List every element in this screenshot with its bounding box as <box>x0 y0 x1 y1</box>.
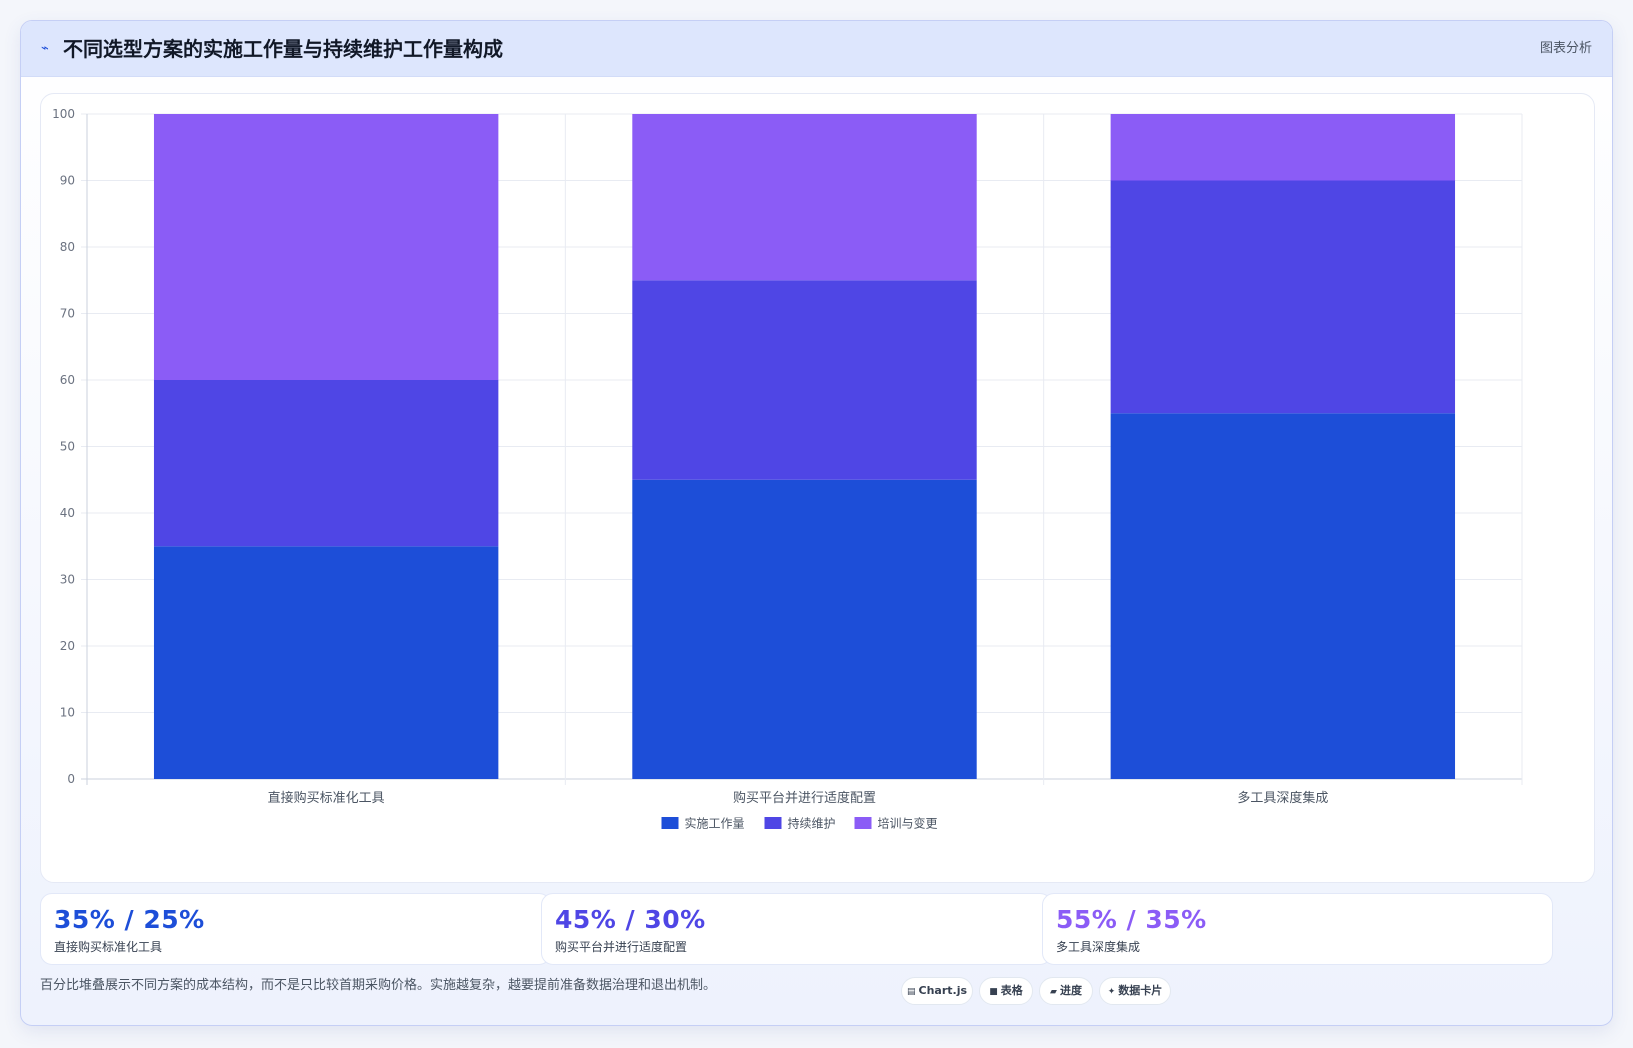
legend-label: 持续维护 <box>788 816 836 831</box>
stat-label: 多工具深度集成 <box>1056 940 1141 954</box>
bar-segment <box>153 380 499 547</box>
y-tick-label: 90 <box>60 174 75 188</box>
stat-card-3: 55% / 35% 多工具深度集成 <box>1042 893 1553 965</box>
y-tick-label: 0 <box>67 772 75 786</box>
stat-value: 45% / 30% <box>555 905 706 934</box>
chip-table[interactable]: ■ 表格 <box>979 977 1033 1005</box>
panel-header: ⌁ 不同选型方案的实施工作量与持续维护工作量构成 图表分析 <box>21 21 1612 77</box>
x-category-label: 多工具深度集成 <box>1237 790 1328 806</box>
bar-segment <box>632 114 977 281</box>
stat-card-2: 45% / 30% 购买平台并进行适度配置 <box>541 893 1052 965</box>
table-icon: ■ <box>989 987 998 997</box>
bar-segment <box>1110 114 1456 181</box>
legend-label: 实施工作量 <box>685 816 745 831</box>
legend-swatch <box>854 817 872 829</box>
chip-label: 进度 <box>1059 984 1082 997</box>
y-tick-label: 50 <box>60 440 75 454</box>
y-tick-label: 10 <box>60 706 75 720</box>
bar-segment <box>632 280 977 480</box>
chart-card: 0 10 20 30 40 50 60 70 80 90 100 直接购买标准化工具 购买平台并进行适度… <box>40 93 1595 883</box>
stat-value: 55% / 35% <box>1056 905 1207 934</box>
legend-swatch <box>764 817 782 829</box>
y-tick-label: 30 <box>60 573 75 587</box>
legend-label: 培训与变更 <box>878 816 938 831</box>
chip-label: 表格 <box>1000 984 1023 997</box>
bar-segment <box>1110 413 1456 779</box>
stat-value: 35% / 25% <box>54 905 205 934</box>
y-tick-label: 70 <box>60 307 75 321</box>
y-tick-label: 80 <box>60 240 75 254</box>
stacked-bar-chart: 0 10 20 30 40 50 60 70 80 90 100 直接购买标准化工具 购买平台并进行适度… <box>52 107 1523 831</box>
legend-swatch <box>661 817 679 829</box>
y-tick-label: 100 <box>52 107 75 121</box>
chip-label: 数据卡片 <box>1118 984 1163 997</box>
chart-icon: ▤ <box>906 987 916 997</box>
panel-tag: 图表分析 <box>1539 41 1592 56</box>
y-tick-label: 60 <box>60 373 75 387</box>
y-tick-label: 20 <box>60 639 75 653</box>
progress-icon: ▰ <box>1050 987 1057 997</box>
bar-segment <box>632 479 977 779</box>
x-category-label: 购买平台并进行适度配置 <box>733 790 876 806</box>
sparkle-icon: ✦ <box>1107 987 1116 997</box>
chip-chartjs[interactable]: ▤ Chart.js <box>901 977 973 1005</box>
bar-segment <box>153 114 499 380</box>
chip-label: Chart.js <box>918 984 968 997</box>
chart-panel: ⌁ 不同选型方案的实施工作量与持续维护工作量构成 图表分析 0 10 20 30 40 5… <box>20 20 1613 1026</box>
chip-data-card[interactable]: ✦ 数据卡片 <box>1099 977 1171 1005</box>
bar-segment <box>1110 180 1456 414</box>
x-category-label: 直接购买标准化工具 <box>268 790 385 806</box>
stat-card-1: 35% / 25% 直接购买标准化工具 <box>40 893 551 965</box>
bar-segment <box>153 546 499 779</box>
panel-title: 不同选型方案的实施工作量与持续维护工作量构成 <box>63 37 503 61</box>
stat-label: 直接购买标准化工具 <box>54 940 163 954</box>
stat-label: 购买平台并进行适度配置 <box>555 940 688 954</box>
chip-progress[interactable]: ▰ 进度 <box>1039 977 1093 1005</box>
trend-line-icon: ⌁ <box>41 41 49 56</box>
chart-footnote: 百分比堆叠展示不同方案的成本结构，而不是只比较首期采购价格。实施越复杂，越要提前… <box>40 978 717 993</box>
y-tick-label: 40 <box>60 506 75 520</box>
